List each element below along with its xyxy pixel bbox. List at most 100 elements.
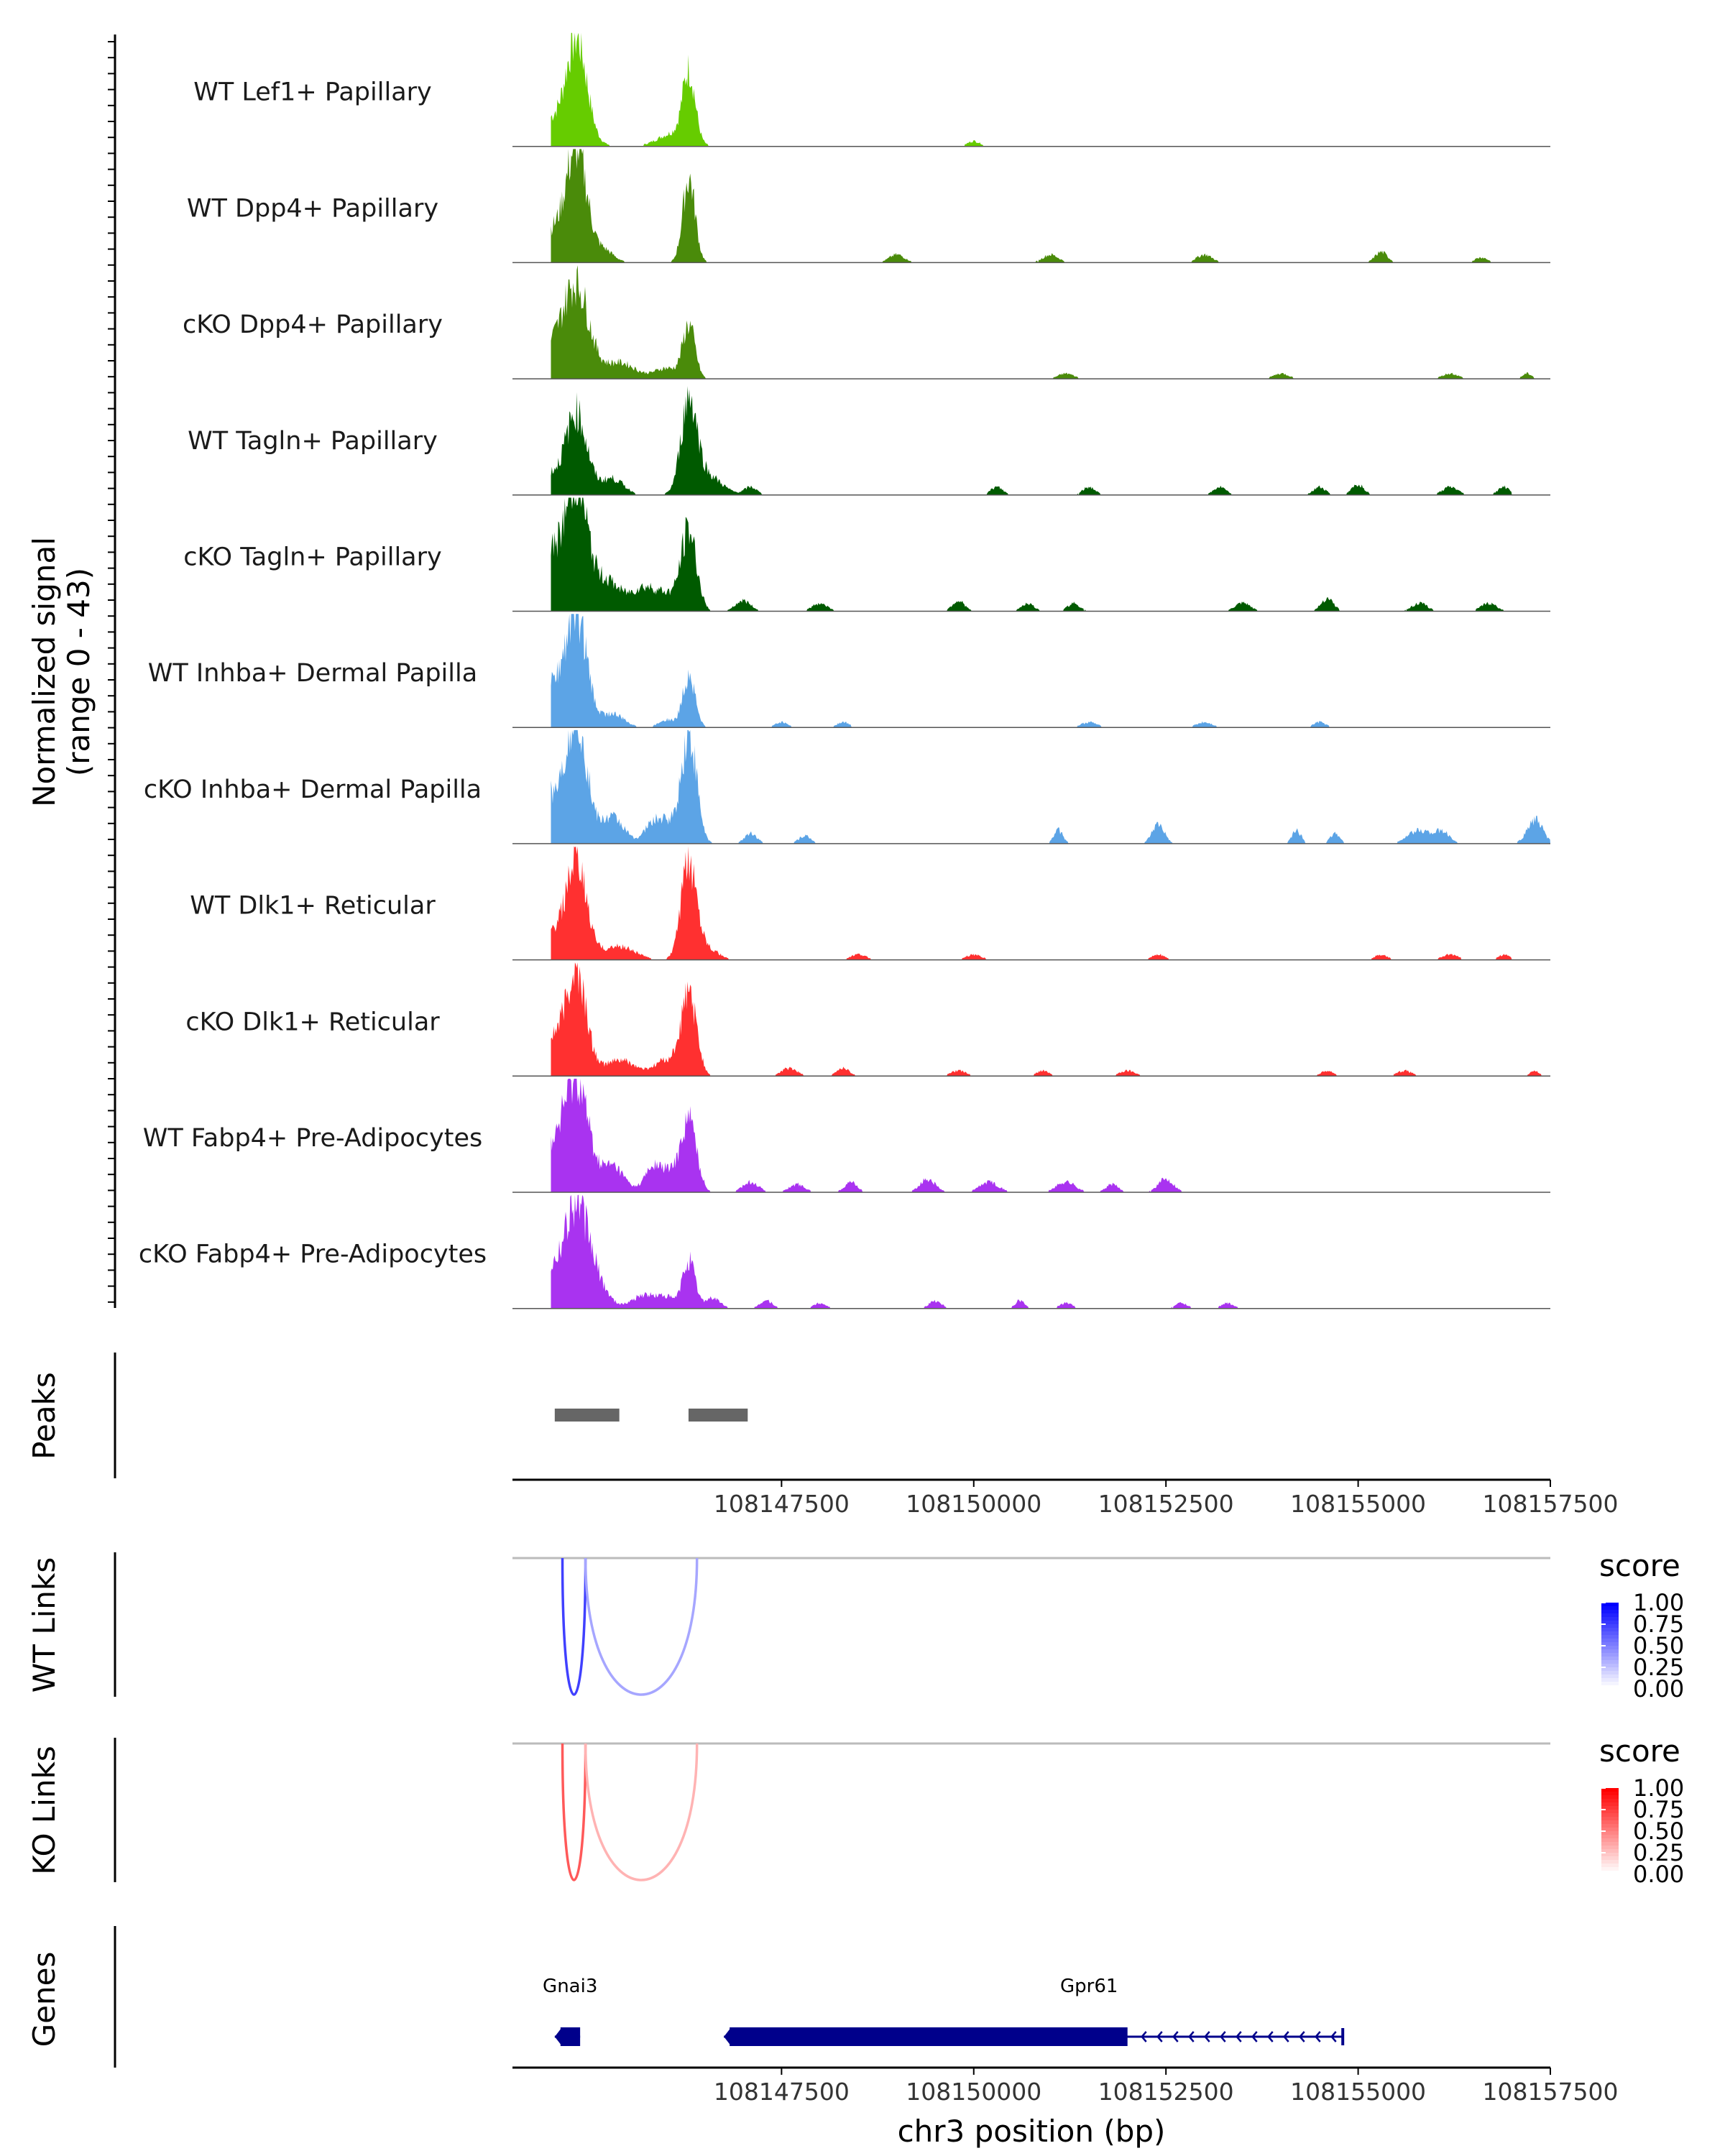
legend-gradient-step [1601, 1628, 1619, 1632]
coverage-y-label-line1: Normalized signal [27, 537, 62, 807]
legend-gradient-step [1601, 1606, 1619, 1611]
track-label: WT Inhba+ Dermal Papilla [148, 659, 477, 688]
legend-gradient-step [1601, 1674, 1619, 1679]
gene-exon [730, 2027, 1128, 2046]
legend-gradient-step [1601, 1813, 1619, 1818]
peaks-label: Peaks [27, 1372, 62, 1460]
legend-gradient-step [1601, 1856, 1619, 1861]
legend-gradient-step [1601, 1849, 1619, 1853]
legend-gradient-step [1601, 1831, 1619, 1835]
legend-gradient-step [1601, 1639, 1619, 1643]
legend-gradient-step [1601, 1657, 1619, 1661]
x-tick-label: 108147500 [714, 2078, 850, 2106]
strand-chevron [1330, 2031, 1337, 2042]
legend-gradient-step [1601, 1846, 1619, 1850]
x-tick-label: 108152500 [1098, 1490, 1234, 1518]
track-label: WT Fabp4+ Pre-Adipocytes [143, 1124, 482, 1153]
legend-title: score [1599, 1548, 1680, 1583]
legend-gradient-step [1601, 1649, 1619, 1654]
legend-gradient-step [1601, 1671, 1619, 1675]
link-track-label: WT Links [27, 1557, 62, 1692]
strand-chevron [1283, 2031, 1289, 2042]
x-tick-label: 108152500 [1098, 2078, 1234, 2106]
legend-gradient-step [1601, 1788, 1619, 1792]
track-label: WT Lef1+ Papillary [193, 78, 432, 107]
legend-gradient-step [1601, 1685, 1619, 1690]
legend-title: score [1599, 1733, 1680, 1769]
strand-chevron [1141, 2031, 1147, 2042]
legend-gradient-step [1601, 1828, 1619, 1832]
legend-tick-label: 0.00 [1633, 1861, 1684, 1888]
legend-gradient-step [1601, 1653, 1619, 1657]
legend-gradient-step [1601, 1664, 1619, 1668]
legend-gradient-step [1601, 1817, 1619, 1821]
signal-area [551, 149, 1535, 263]
strand-chevron [1267, 2031, 1274, 2042]
genes-track: Genes Gnai3 Gpr61 [27, 1926, 1345, 2068]
link-track-label: KO Links [27, 1746, 62, 1875]
legend-gradient-step [1601, 1617, 1619, 1621]
legend-gradient-step [1601, 1631, 1619, 1636]
signal-area [551, 32, 1128, 147]
link-arc [561, 1743, 587, 1881]
legend-gradient-step [1601, 1610, 1619, 1614]
coverage-track: cKO Tagln+ Papillary [183, 497, 1550, 612]
coverage-track: WT Tagln+ Papillary [188, 386, 1550, 496]
strand-chevron [1156, 2031, 1163, 2042]
link-track: KO Links score 1.000.750.500.250.00 [27, 1733, 1684, 1888]
x-tick-label: 108147500 [714, 1490, 850, 1518]
coverage-track: WT Dlk1+ Reticular [190, 846, 1550, 961]
score-legend: score 1.000.750.500.250.00 [1599, 1733, 1684, 1888]
legend-gradient-step [1601, 1842, 1619, 1846]
legend-gradient-step [1601, 1799, 1619, 1803]
strand-chevron [1172, 2031, 1179, 2042]
strand-chevron [1188, 2031, 1195, 2042]
legend-tick-label: 1.00 [1633, 1589, 1684, 1616]
link-arc [584, 1557, 699, 1696]
legend-gradient-step [1601, 1635, 1619, 1639]
signal-area [551, 846, 1512, 960]
coverage-track: WT Fabp4+ Pre-Adipocytes [143, 1079, 1550, 1193]
score-legend: score 1.000.750.500.250.00 [1599, 1548, 1684, 1703]
gene-strand-arrowhead [554, 2027, 562, 2046]
x-tick-label: 108157500 [1483, 1490, 1619, 1518]
peak-region [554, 1409, 620, 1422]
legend-gradient-step [1601, 1613, 1619, 1618]
legend-gradient-step [1601, 1802, 1619, 1807]
signal-area [551, 614, 1358, 728]
legend-gradient-step [1601, 1853, 1619, 1857]
genes-x-axis: 108147500 108150000 108152500 108155000 1081… [512, 2066, 1619, 2106]
coverage-track: WT Dpp4+ Papillary [187, 149, 1550, 264]
legend-gradient-step [1601, 1642, 1619, 1646]
strand-chevron [1299, 2031, 1305, 2042]
gene-model: Gnai3 [543, 1976, 597, 2046]
strand-chevron [1315, 2031, 1321, 2042]
signal-area [551, 386, 1512, 495]
gene-model: Gpr61 [724, 1976, 1345, 2046]
peaks-track: Peaks [27, 1353, 748, 1478]
legend-gradient-step [1601, 1667, 1619, 1672]
strand-chevron [1204, 2031, 1210, 2042]
legend-gradient-step [1601, 1810, 1619, 1814]
signal-area [551, 729, 1550, 844]
track-label: cKO Dlk1+ Reticular [185, 1008, 440, 1036]
legend-gradient-step [1601, 1864, 1619, 1868]
legend-tick-label: 0.50 [1633, 1632, 1684, 1659]
coverage-track: cKO Dlk1+ Reticular [185, 962, 1550, 1077]
signal-area [551, 1079, 1205, 1192]
track-label: WT Tagln+ Papillary [188, 427, 438, 456]
coverage-track: cKO Fabp4+ Pre-Adipocytes [139, 1194, 1550, 1309]
legend-gradient-step [1601, 1871, 1619, 1875]
legend-gradient-step [1601, 1860, 1619, 1864]
genes-label: Genes [27, 1952, 62, 2047]
coverage-y-label-line2: (range 0 - 43) [61, 568, 96, 776]
track-label: cKO Inhba+ Dermal Papilla [144, 775, 482, 804]
x-tick-label: 108157500 [1483, 2078, 1619, 2106]
coverage-tracks: WT Lef1+ Papillary WT Dpp4+ Papillary cKO … [139, 32, 1550, 1309]
legend-gradient-step [1601, 1792, 1619, 1796]
legend-gradient-step [1601, 1621, 1619, 1625]
legend-gradient-step [1601, 1603, 1619, 1607]
legend-gradient-step [1601, 1682, 1619, 1686]
peaks-x-axis: 108147500 108150000 108152500 108155000 1081… [512, 1478, 1619, 1518]
